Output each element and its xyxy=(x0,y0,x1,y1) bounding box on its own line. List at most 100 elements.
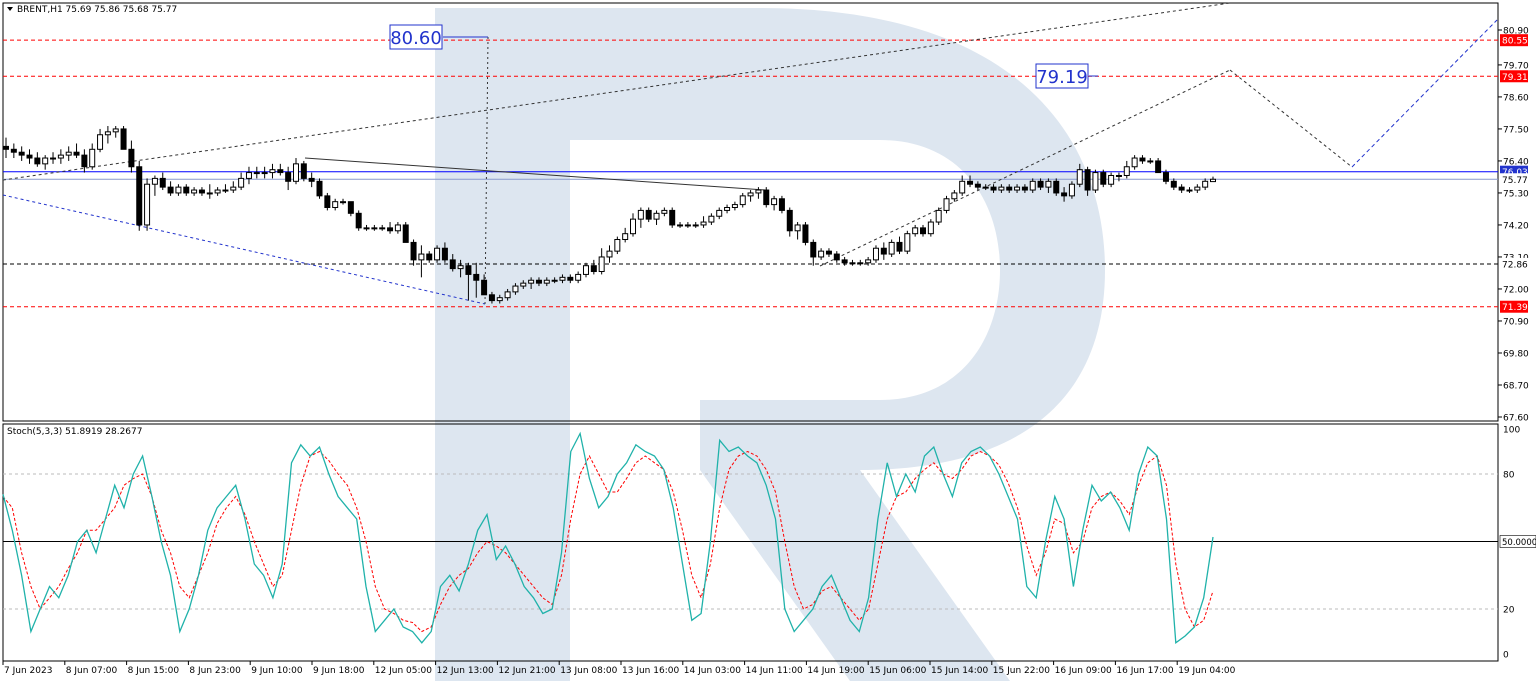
time-tick-label: 12 Jun 05:00 xyxy=(375,666,432,676)
candle-body xyxy=(888,241,895,255)
candle xyxy=(935,207,942,225)
candle-body xyxy=(1139,157,1146,162)
candle-body xyxy=(880,247,887,255)
candle-body xyxy=(128,148,135,168)
candle xyxy=(1170,178,1177,191)
candle-body xyxy=(927,221,934,235)
candle xyxy=(151,175,158,196)
candle xyxy=(880,242,887,260)
candle xyxy=(65,146,72,161)
candle xyxy=(927,219,934,237)
candle-body xyxy=(1014,186,1021,191)
candle-body xyxy=(410,241,417,261)
candle-body xyxy=(18,151,25,156)
candle xyxy=(943,195,950,214)
candle-body xyxy=(42,157,49,165)
candle-body xyxy=(340,201,347,204)
candle xyxy=(1123,160,1130,179)
time-tick-label: 14 Jun 11:00 xyxy=(746,666,803,676)
dropdown-triangle-icon[interactable] xyxy=(7,7,13,11)
candle xyxy=(1061,187,1068,202)
candle-body xyxy=(371,227,378,230)
candle-body xyxy=(316,180,323,197)
candle-body xyxy=(285,172,292,182)
candle xyxy=(763,187,770,208)
trendlines xyxy=(2,2,1231,305)
candle xyxy=(245,166,252,185)
candle xyxy=(214,187,221,196)
candle-body xyxy=(1131,157,1138,168)
rising-trendline xyxy=(819,69,1231,267)
candle-body xyxy=(10,148,17,153)
candle-body xyxy=(465,265,472,275)
time-tick-label: 16 Jun 09:00 xyxy=(1055,666,1112,676)
stochastic-oscillator xyxy=(2,431,1498,645)
candle xyxy=(825,248,832,257)
candle xyxy=(1186,187,1193,193)
forecast-segment-up xyxy=(1351,19,1498,168)
candle-body xyxy=(935,209,942,223)
candle xyxy=(920,224,927,237)
candle xyxy=(857,259,864,266)
candle xyxy=(496,294,503,304)
stoch-axis: 100 80 50.0000 20 0 xyxy=(1499,426,1536,661)
candle xyxy=(559,274,566,284)
candle xyxy=(159,172,166,191)
candle-body xyxy=(708,215,715,223)
candle xyxy=(426,251,433,263)
candle xyxy=(1068,181,1075,199)
candle-body xyxy=(1170,180,1177,188)
symbol-ohlc-label: BRENT,H1 75.69 75.86 75.68 75.77 xyxy=(17,5,177,15)
candle xyxy=(700,216,707,228)
candle-body xyxy=(81,154,88,168)
candle-body xyxy=(183,186,190,194)
candle-body xyxy=(794,224,801,232)
candle-body xyxy=(473,273,480,281)
candle xyxy=(512,283,519,295)
candle xyxy=(998,184,1005,193)
stoch-tick-label: 80 xyxy=(1503,471,1515,481)
candle xyxy=(97,128,104,153)
candle-body xyxy=(567,276,574,281)
level-tag-text: 80.55 xyxy=(1502,37,1528,47)
candle-body xyxy=(144,183,151,226)
candle xyxy=(50,152,57,164)
candle-body xyxy=(1178,186,1185,191)
chart-header: BRENT,H1 75.69 75.86 75.68 75.77 xyxy=(7,5,177,15)
candle xyxy=(300,160,307,182)
candle-body xyxy=(653,212,660,220)
candle-body xyxy=(747,192,754,197)
candle-body xyxy=(810,241,817,258)
candle xyxy=(778,195,785,214)
candle xyxy=(206,184,213,199)
stoch-panel-frame xyxy=(2,423,1499,662)
time-axis: 7 Jun 2023 8 Jun 07:00 8 Jun 15:00 8 Jun 23… xyxy=(2,661,1236,676)
candle xyxy=(292,158,299,185)
candle xyxy=(606,245,613,263)
candle-body xyxy=(57,154,64,159)
candle-body xyxy=(951,192,958,200)
candle xyxy=(614,236,621,255)
candle-body xyxy=(763,189,770,206)
forecast-path xyxy=(1229,19,1498,168)
candle-body xyxy=(771,198,778,206)
candle xyxy=(167,181,174,196)
candle xyxy=(904,230,911,255)
candle-body xyxy=(261,172,268,175)
resistance-line xyxy=(304,157,766,191)
candle xyxy=(974,181,981,191)
candle xyxy=(637,207,644,228)
candle xyxy=(1162,169,1169,185)
level-tag-box xyxy=(1500,34,1528,47)
time-tick-label: 15 Jun 06:00 xyxy=(869,666,926,676)
time-tick-label: 8 Jun 07:00 xyxy=(66,666,118,676)
candle-body xyxy=(724,206,731,211)
candle-body xyxy=(582,265,589,275)
candle xyxy=(198,187,205,196)
upper-channel-line xyxy=(2,2,1231,181)
candle-body xyxy=(622,233,629,241)
candle xyxy=(449,254,456,272)
candle-body xyxy=(65,151,72,156)
stoch-tick-label: 100 xyxy=(1503,426,1520,436)
candle xyxy=(1115,172,1122,182)
